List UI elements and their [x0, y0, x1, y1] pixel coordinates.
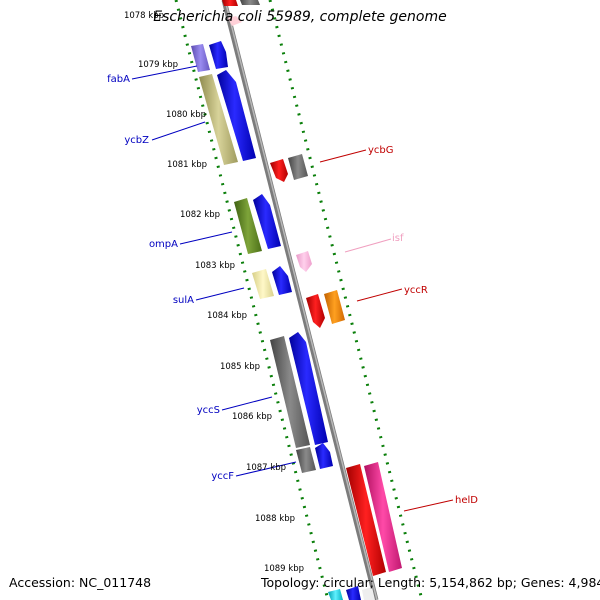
tick-label: 1083 kbp	[195, 261, 235, 271]
gene-yccF-blue	[315, 443, 333, 469]
tick-label: 1081 kbp	[167, 160, 207, 170]
gene-bottom-blue-partial	[346, 586, 361, 600]
gene-helD-red	[346, 464, 386, 576]
gene-bottom-cyan-partial	[328, 589, 343, 600]
gene-top-pink-partial	[228, 16, 242, 26]
gene-label: ycbZ	[124, 135, 149, 146]
accession-text: Accession: NC_011748	[9, 575, 152, 590]
tick-label: 1078 kbp	[124, 11, 164, 21]
gene-label: fabA	[107, 74, 130, 85]
tick-label: 1079 kbp	[138, 60, 178, 70]
gene-ompA-blue	[253, 194, 281, 249]
left-track-outer	[174, 0, 330, 600]
gene-yccF-gray	[296, 447, 316, 473]
gene-ycbZ-blue	[217, 70, 256, 161]
gene-sulA-cream	[252, 269, 274, 299]
tick-label: 1084 kbp	[207, 311, 247, 321]
gene-yccS-blue	[289, 332, 328, 445]
gene-top-gray-partial	[240, 0, 260, 5]
gene-ycbG-red	[270, 159, 288, 182]
gene-ompA-green	[234, 198, 262, 254]
gene-label: ompA	[149, 239, 178, 250]
gene-label: yccS	[197, 405, 220, 416]
gene-fabA-blue	[209, 41, 228, 69]
gene-top-red-partial	[222, 0, 238, 6]
gene-label: helD	[455, 495, 478, 506]
gene-ycbG-gray	[288, 154, 308, 180]
summary-text: Topology: circular; Length: 5,154,862 bp…	[261, 575, 600, 590]
right-label-leaders	[319, 149, 454, 512]
gene-isf-pink	[296, 251, 312, 272]
genome-title: Escherichia coli 55989, complete genome	[153, 9, 447, 25]
gene-label: yccF	[211, 471, 234, 482]
tick-label: 1087 kbp	[246, 463, 286, 473]
tick-label: 1085 kbp	[220, 362, 260, 372]
gene-helD-magenta	[364, 462, 402, 572]
gene-bottom-white-partial	[362, 587, 375, 600]
gene-label: isf	[392, 233, 404, 244]
gene-yccR-red	[306, 294, 325, 328]
gene-sulA-blue	[272, 266, 292, 295]
left-label-leaders	[131, 65, 297, 477]
gene-fabA-purple	[191, 44, 210, 72]
isf-label-leader	[344, 238, 392, 253]
tick-label: 1088 kbp	[255, 514, 295, 524]
genome-backbone-highlight	[224, 0, 378, 600]
tick-label: 1080 kbp	[166, 110, 206, 120]
genome-backbone	[221, 0, 379, 600]
right-track-outer	[268, 0, 424, 600]
gene-ycbZ-olive	[199, 74, 238, 165]
gene-label: ycbG	[368, 145, 394, 156]
tick-label: 1089 kbp	[264, 564, 304, 574]
gene-yccS-gray	[270, 336, 310, 448]
gene-label: yccR	[404, 285, 428, 296]
gene-label: sulA	[173, 295, 194, 306]
gene-yccR-orange	[324, 290, 345, 324]
tick-label: 1082 kbp	[180, 210, 220, 220]
tick-label: 1086 kbp	[232, 412, 272, 422]
